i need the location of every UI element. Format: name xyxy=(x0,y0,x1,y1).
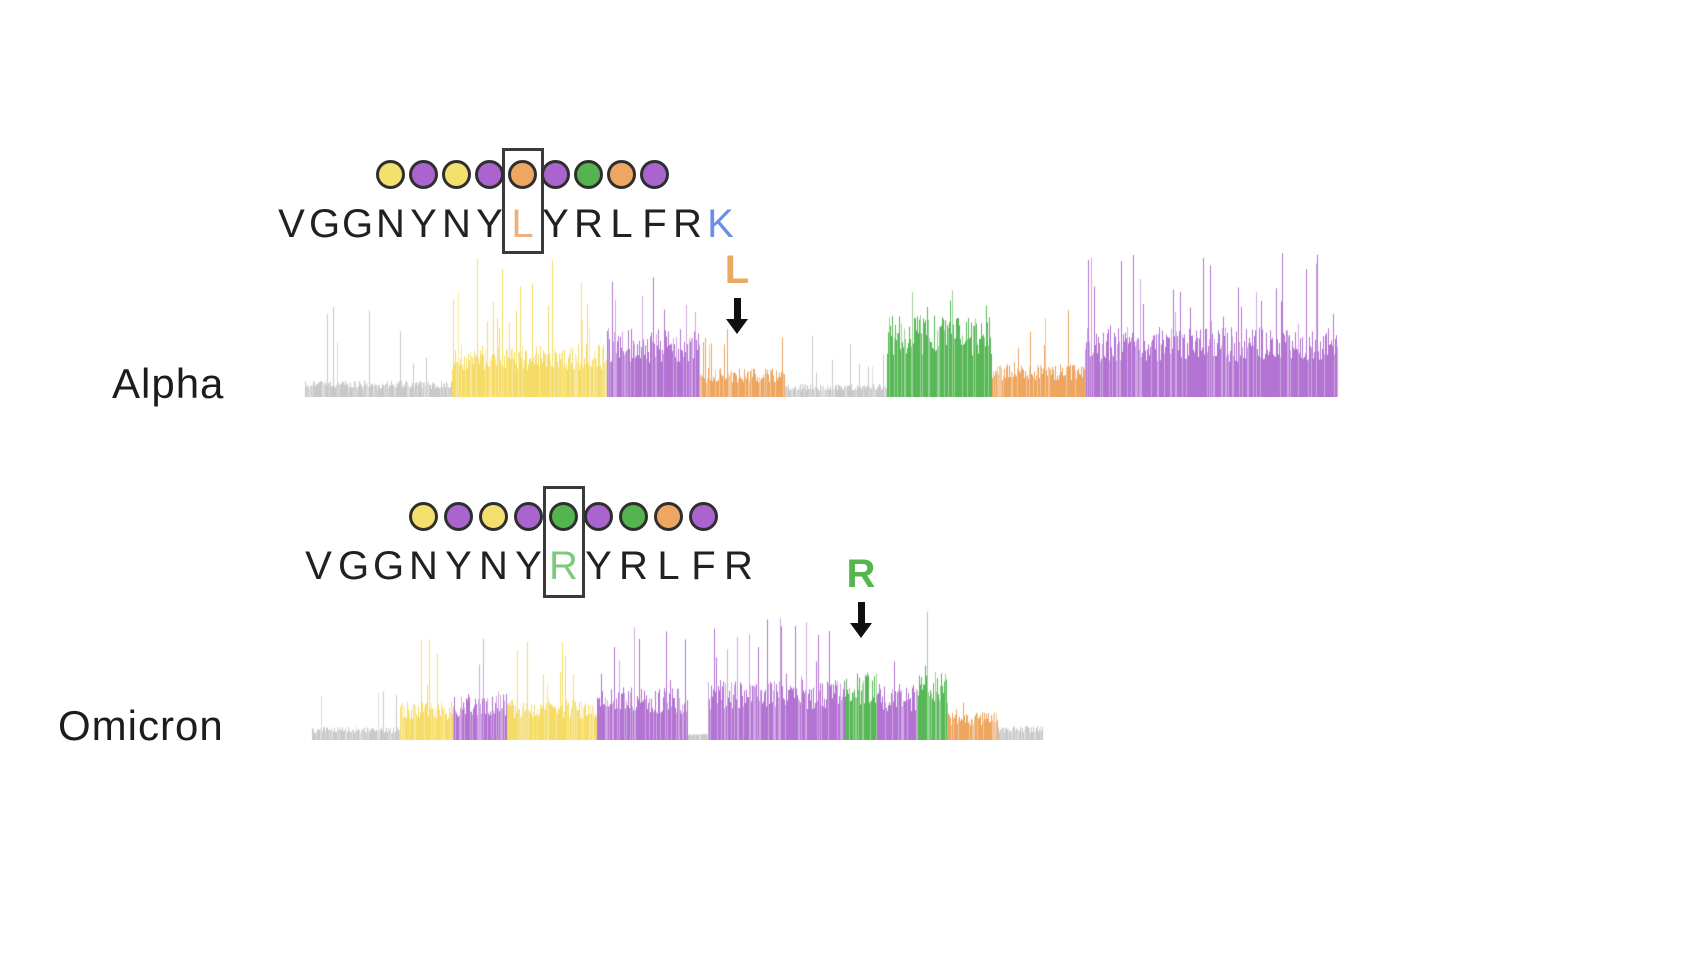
sequence-letter: L xyxy=(610,202,633,246)
yellow-residue-circle-icon xyxy=(442,159,471,189)
orange-residue-circle-icon xyxy=(607,159,636,189)
sequence-cell: Y xyxy=(407,156,440,250)
sequence-letter: G xyxy=(308,202,341,246)
sequence-cell: Y xyxy=(473,156,506,250)
sequence-cell: L xyxy=(605,156,638,250)
sequence-letter: G xyxy=(372,544,405,588)
sequence-letter: N xyxy=(442,202,471,246)
purple-residue-circle-icon xyxy=(640,159,669,189)
sequence-letter: Y xyxy=(585,544,612,588)
purple-residue-circle-icon xyxy=(541,159,570,189)
sequence-cell: G xyxy=(308,156,341,250)
sequence-cell: N xyxy=(406,498,441,592)
sequence-letter: R xyxy=(574,202,603,246)
orange-residue-circle-icon xyxy=(654,501,683,531)
sequence-letter: Y xyxy=(515,544,542,588)
purple-residue-circle-icon xyxy=(689,501,718,531)
orange-residue-circle-icon xyxy=(508,159,537,189)
sequence-letter: F xyxy=(691,544,716,588)
green-residue-circle-icon xyxy=(619,501,648,531)
sequence-cell: F xyxy=(638,156,671,250)
green-residue-circle-icon xyxy=(549,501,578,531)
purple-residue-circle-icon xyxy=(444,501,473,531)
sequence-cell: G xyxy=(336,498,371,592)
sequence-cell: N xyxy=(440,156,473,250)
sequence-cell: R xyxy=(721,498,756,592)
sequence-letter: R xyxy=(724,544,753,588)
alpha-trace xyxy=(300,232,1343,397)
sequence-cell: G xyxy=(371,498,406,592)
sequence-letter: Y xyxy=(445,544,472,588)
sequence-cell: R xyxy=(542,486,585,598)
yellow-residue-circle-icon xyxy=(409,501,438,531)
sequence-cell: G xyxy=(341,156,374,250)
sequence-cell: Y xyxy=(581,498,616,592)
sequence-cell: Y xyxy=(539,156,572,250)
sequence-cell: R xyxy=(671,156,704,250)
sequence-letter: G xyxy=(337,544,370,588)
sequence-letter: N xyxy=(409,544,438,588)
purple-residue-circle-icon xyxy=(584,501,613,531)
sequence-letter: G xyxy=(341,202,374,246)
omicron-row-label: Omicron xyxy=(58,702,224,749)
sequence-letter: N xyxy=(376,202,405,246)
sequence-letter: Y xyxy=(542,202,569,246)
green-residue-circle-icon xyxy=(574,159,603,189)
sequence-cell: N xyxy=(476,498,511,592)
sequence-letter: F xyxy=(642,202,667,246)
sequence-cell: K xyxy=(704,156,737,250)
sequence-cell: R xyxy=(616,498,651,592)
sequence-cell: F xyxy=(686,498,721,592)
omicron-trace xyxy=(303,575,1048,740)
sequence-letter: Y xyxy=(476,202,503,246)
sequence-letter: V xyxy=(305,544,332,588)
sequence-letter: N xyxy=(479,544,508,588)
sequence-cell: N xyxy=(374,156,407,250)
sequence-letter: V xyxy=(278,202,305,246)
yellow-residue-circle-icon xyxy=(479,501,508,531)
sequence-letter: Y xyxy=(410,202,437,246)
sequence-letter: L xyxy=(511,202,534,246)
sequence-letter: R xyxy=(619,544,648,588)
sequence-letter: R xyxy=(673,202,702,246)
sequence-letter: L xyxy=(657,544,680,588)
purple-residue-circle-icon xyxy=(409,159,438,189)
yellow-residue-circle-icon xyxy=(376,159,405,189)
sequence-cell: V xyxy=(275,156,308,250)
sequence-letter: K xyxy=(707,202,734,246)
sequence-cell: Y xyxy=(441,498,476,592)
sequence-cell: L xyxy=(651,498,686,592)
sequence-cell: V xyxy=(301,498,336,592)
alpha-row-label: Alpha xyxy=(112,360,225,407)
sequence-cell: Y xyxy=(511,498,546,592)
sequence-letter: R xyxy=(549,544,578,588)
sequence-cell: R xyxy=(572,156,605,250)
purple-residue-circle-icon xyxy=(475,159,504,189)
purple-residue-circle-icon xyxy=(514,501,543,531)
